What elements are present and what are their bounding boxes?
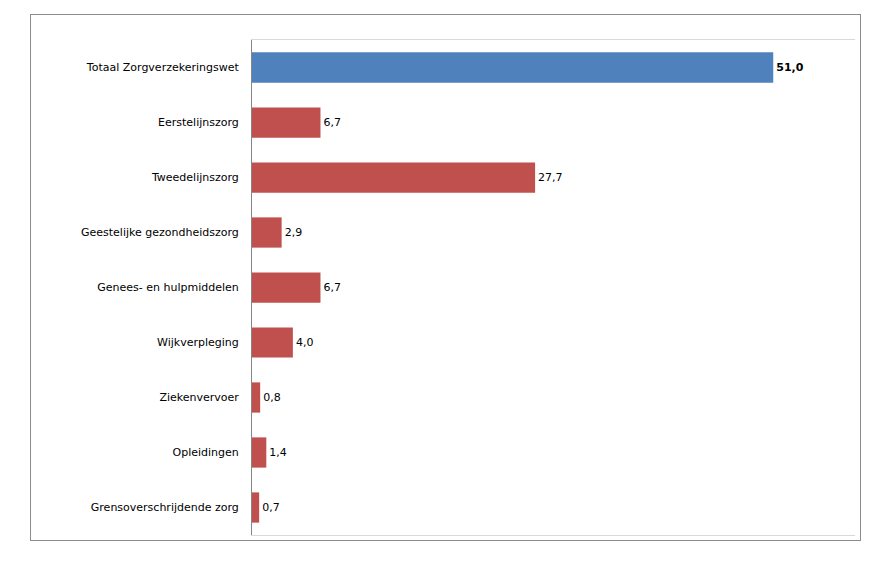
svg-text:Tweedelijnszorg: Tweedelijnszorg — [151, 171, 239, 184]
svg-text:4,0: 4,0 — [296, 336, 314, 349]
svg-text:51,0: 51,0 — [776, 61, 803, 74]
svg-text:Geestelijke gezondheidszorg: Geestelijke gezondheidszorg — [81, 226, 239, 239]
svg-text:Ziekenvervoer: Ziekenvervoer — [159, 391, 239, 404]
svg-text:Totaal Zorgverzekeringswet: Totaal Zorgverzekeringswet — [86, 61, 240, 74]
svg-text:2,9: 2,9 — [285, 226, 303, 239]
svg-text:Grensoverschrijdende zorg: Grensoverschrijdende zorg — [91, 501, 239, 514]
svg-text:Genees- en hulpmiddelen: Genees- en hulpmiddelen — [97, 281, 239, 294]
svg-text:1,4: 1,4 — [269, 446, 287, 459]
svg-text:27,7: 27,7 — [538, 171, 563, 184]
svg-text:6,7: 6,7 — [323, 281, 341, 294]
svg-text:Eerstelijnszorg: Eerstelijnszorg — [158, 116, 239, 129]
svg-text:Wijkverpleging: Wijkverpleging — [157, 336, 239, 349]
svg-text:0,8: 0,8 — [263, 391, 281, 404]
svg-text:Opleidingen: Opleidingen — [173, 446, 239, 459]
svg-text:0,7: 0,7 — [262, 501, 280, 514]
svg-text:6,7: 6,7 — [323, 116, 341, 129]
